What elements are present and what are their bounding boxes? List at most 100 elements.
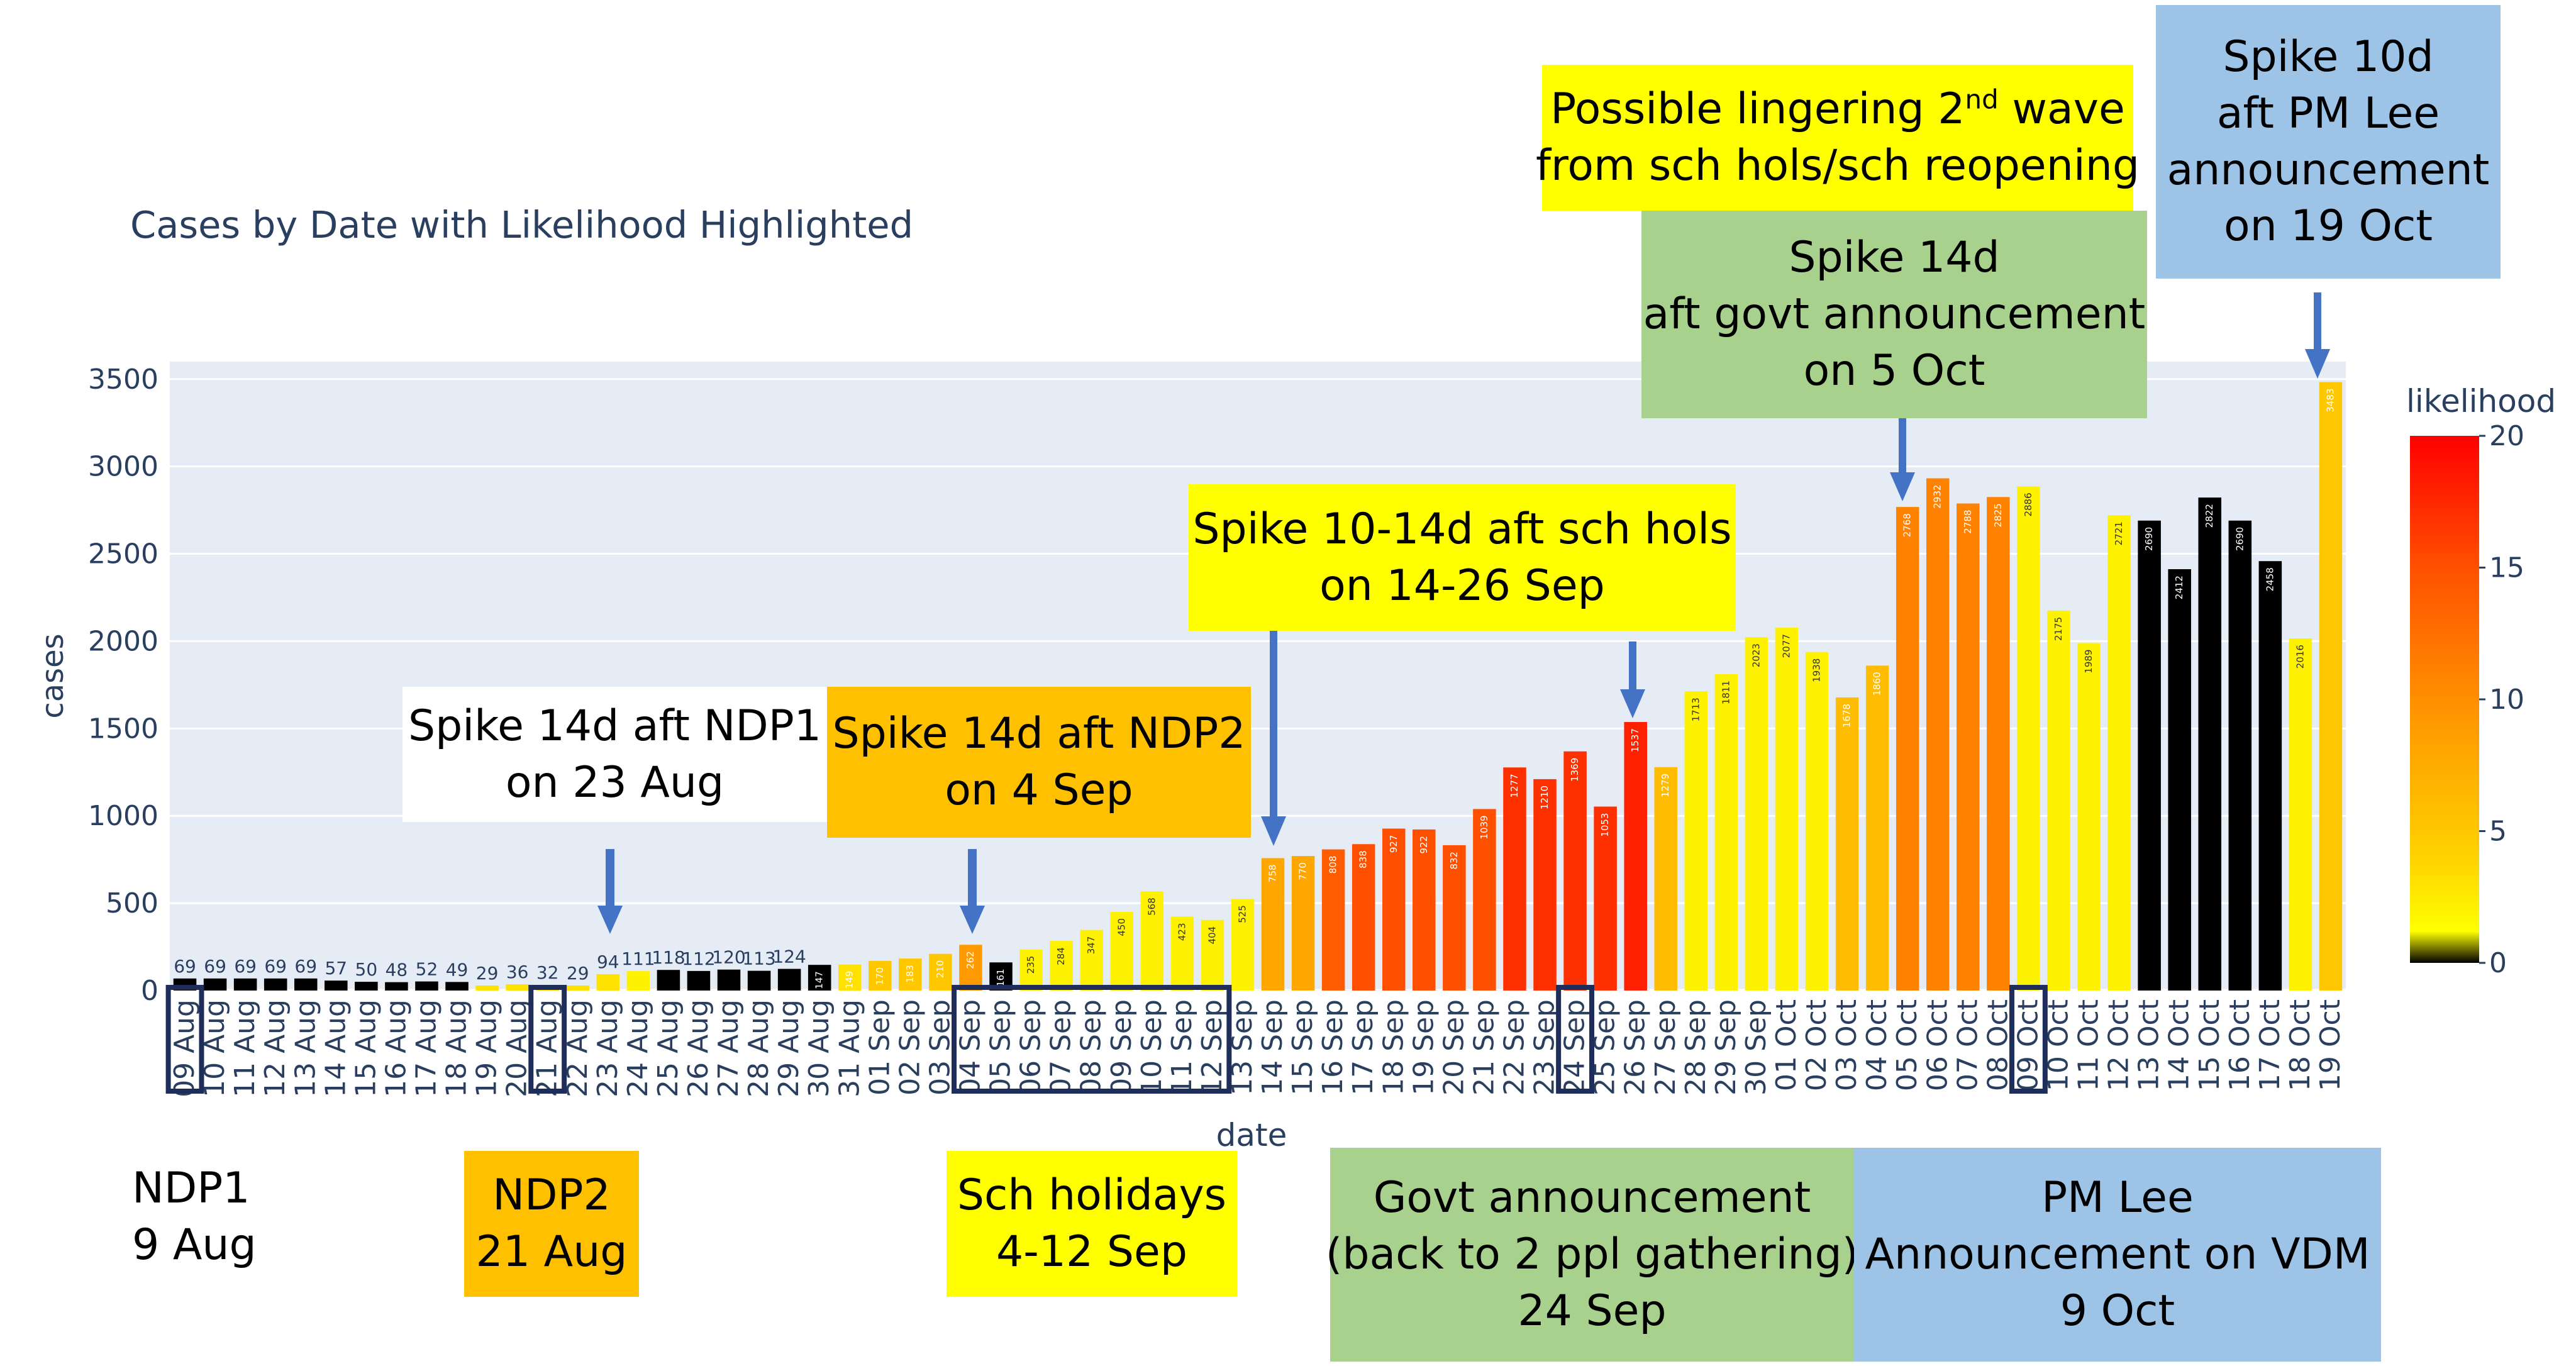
bar-value-label: 2788 [1962, 510, 1974, 534]
y-axis-title: cases [35, 633, 70, 718]
x-tick-label: 12 Sep [1196, 999, 1228, 1096]
bar-value-label: 69 [294, 956, 317, 977]
annotation-text: Possible lingering 2 [1550, 84, 1965, 135]
bar [899, 958, 922, 991]
bar [2289, 638, 2312, 991]
x-tick-label: 26 Sep [1619, 999, 1652, 1096]
x-tick-label: 06 Oct [1921, 999, 1953, 1091]
date-highlight-box [528, 985, 567, 1094]
x-tick-label: 20 Aug [501, 999, 533, 1097]
x-tick-label: 29 Aug [773, 999, 805, 1097]
x-tick-label: 10 Sep [1136, 999, 1168, 1096]
bar-value-label: 118 [652, 947, 685, 968]
x-tick-label: 16 Sep [1317, 999, 1349, 1096]
event-line: NDP1 [132, 1163, 250, 1213]
bar [1140, 891, 1164, 991]
x-tick-label: 17 Oct [2254, 999, 2286, 1091]
x-tick-label: 09 Aug [169, 999, 201, 1097]
bar [1291, 856, 1315, 991]
bar [1321, 849, 1345, 991]
date-highlight-box [952, 985, 1232, 1094]
bar [2228, 520, 2252, 991]
bar-value-label: 347 [1085, 936, 1097, 955]
bar [1926, 478, 1950, 991]
bar [1413, 829, 1436, 991]
x-tick-label: 11 Sep [1166, 999, 1198, 1096]
y-tick-label: 3500 [88, 364, 158, 396]
bar-value-label: 1053 [1599, 813, 1611, 837]
bar [959, 945, 982, 991]
bar-value-label: 50 [355, 959, 378, 980]
bar-value-label: 1713 [1690, 697, 1701, 721]
x-tick-label: 07 Sep [1045, 999, 1077, 1096]
x-tick-label: 16 Aug [380, 999, 412, 1097]
x-tick-label: 11 Aug [229, 999, 261, 1097]
bar [1231, 899, 1255, 991]
colorbar [2410, 436, 2479, 963]
bar-value-label: 52 [416, 959, 438, 980]
bar [506, 984, 529, 991]
bar [808, 965, 831, 991]
bar [1019, 949, 1043, 991]
x-tick-label: 16 Oct [2224, 999, 2256, 1091]
bar-value-label: 69 [264, 956, 287, 977]
event-line: Govt announcement [1373, 1173, 1811, 1223]
bar-value-label: 113 [742, 948, 775, 969]
bar-value-label: 1039 [1479, 815, 1490, 839]
x-tick-label: 13 Oct [2133, 999, 2165, 1091]
event-line: 4-12 Sep [996, 1227, 1188, 1277]
x-tick-label: 05 Sep [985, 999, 1017, 1096]
bar-value-label: 1279 [1660, 774, 1671, 797]
bar [929, 953, 952, 991]
bar-value-label: 69 [234, 956, 257, 977]
y-tick-label: 2000 [88, 625, 158, 657]
bar [2107, 515, 2131, 991]
bar-value-label: 770 [1297, 862, 1309, 880]
arrow-ndp1-icon [597, 849, 623, 934]
x-tick-label: 19 Aug [471, 999, 503, 1097]
bar-value-label: 1989 [2083, 650, 2094, 674]
x-tick-label: 04 Sep [954, 999, 986, 1096]
x-tick-label: 12 Aug [259, 999, 291, 1097]
bar-value-label: 1210 [1539, 786, 1550, 809]
x-tick-label: 05 Oct [1891, 999, 1923, 1091]
bar [2017, 486, 2040, 991]
bar-value-label: 2822 [2204, 504, 2215, 528]
x-tick-label: 19 Oct [2314, 999, 2346, 1091]
annotation-line: Possible lingering 2nd wave [1550, 81, 2125, 138]
event-line: 21 Aug [475, 1227, 628, 1277]
colorbar-tick-label: 20 [2489, 420, 2524, 452]
bar-value-label: 1811 [1720, 680, 1731, 704]
arrow-pm-lee-icon [2305, 292, 2330, 379]
x-tick-label: 11 Oct [2073, 999, 2105, 1091]
bar [657, 970, 680, 991]
bar [1261, 858, 1285, 991]
bar-value-label: 2023 [1750, 643, 1762, 667]
colorbar-tick-label: 10 [2489, 684, 2524, 716]
x-tick-label: 07 Oct [1951, 999, 1984, 1091]
bar-value-label: 69 [174, 956, 196, 977]
annotation-line: aft PM Lee [2216, 88, 2440, 138]
bar-value-label: 112 [682, 948, 715, 969]
x-tick-label: 09 Sep [1106, 999, 1138, 1096]
y-tick-label: 2500 [88, 538, 158, 570]
annotation-text: wave [1998, 84, 2125, 135]
event-line: Sch holidays [957, 1170, 1227, 1221]
bar-value-label: 48 [386, 960, 408, 980]
bar [1382, 828, 1406, 991]
annotation-line: aft govt announcement [1643, 289, 2146, 340]
bar-value-label: 57 [325, 958, 347, 979]
bar [1110, 912, 1134, 991]
x-tick-label: 15 Aug [350, 999, 382, 1097]
event-ndp2: NDP2 21 Aug [464, 1151, 639, 1297]
bar [2319, 382, 2343, 991]
bar [1050, 941, 1073, 991]
bar-value-label: 927 [1388, 835, 1399, 853]
bar-value-label: 124 [772, 947, 806, 967]
x-tick-label: 21 Sep [1468, 999, 1500, 1096]
bar-value-label: 2932 [1932, 485, 1943, 509]
bar [2198, 497, 2222, 991]
